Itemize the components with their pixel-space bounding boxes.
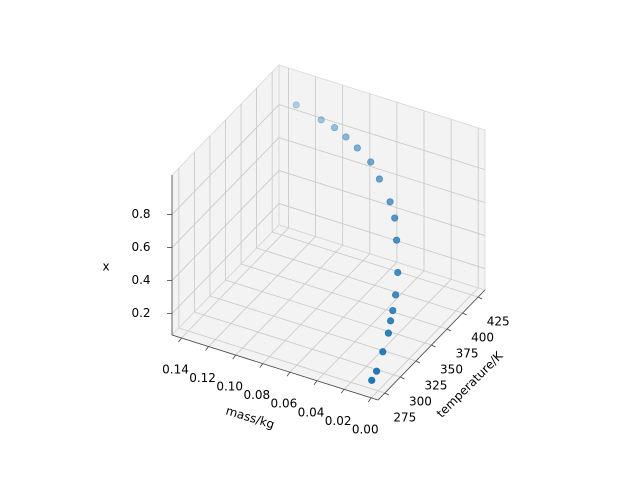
grid-line: [278, 203, 486, 269]
grid-line: [278, 170, 486, 236]
x-axis-label: mass/kg: [224, 403, 276, 431]
x-tick: [340, 389, 345, 394]
point: [391, 214, 399, 222]
x-tick: [259, 363, 264, 368]
x-tick: [313, 380, 318, 385]
y-tick-label: 275: [393, 410, 416, 424]
point: [342, 133, 350, 141]
y-tick: [400, 376, 405, 380]
grid-line: [225, 279, 432, 346]
x-tick-label: 0.14: [162, 362, 189, 376]
point: [368, 376, 376, 384]
y-tick: [384, 392, 390, 396]
x-tick-label: 0.04: [298, 405, 325, 419]
z-tick-label: 0.6: [131, 240, 150, 254]
point: [353, 144, 361, 152]
y-tick: [431, 344, 436, 348]
grid-line: [171, 203, 280, 314]
axis-line: [171, 334, 379, 401]
y-tick: [415, 360, 421, 364]
point: [317, 116, 325, 124]
point: [375, 175, 384, 183]
grid-line: [272, 231, 479, 298]
z-axis-label: x: [102, 260, 109, 274]
z-tick-label: 0.2: [131, 306, 150, 320]
grid-line: [256, 247, 463, 314]
grid-line: [240, 263, 448, 330]
x-tick-label: 0.06: [271, 397, 298, 411]
grid-line: [171, 104, 280, 215]
grid: [171, 67, 486, 399]
x-tick-label: 0.02: [325, 414, 352, 428]
points: [292, 101, 402, 384]
x-tick-label: 0.12: [189, 371, 216, 385]
z-tick-label: 0.8: [131, 207, 150, 221]
point: [367, 158, 375, 166]
point: [386, 198, 394, 206]
z-tick-label: 0.4: [131, 273, 150, 287]
x-tick: [232, 354, 237, 360]
point: [384, 329, 393, 337]
point: [392, 291, 400, 299]
point: [373, 367, 381, 375]
x-tick-label: 0.00: [352, 422, 379, 436]
x-tick: [178, 337, 182, 343]
x-tick: [286, 371, 291, 377]
point: [379, 348, 387, 356]
grid-line: [178, 327, 385, 394]
x-tick-label: 0.10: [216, 380, 243, 394]
y-tick-label: 400: [471, 331, 494, 345]
grid-line: [278, 137, 486, 203]
point: [386, 317, 395, 325]
y-tick: [462, 312, 467, 316]
y-tick: [446, 328, 452, 332]
y-tick-label: 375: [456, 347, 479, 361]
point: [330, 124, 339, 132]
x-tick-label: 0.08: [243, 388, 270, 402]
y-tick-label: 350: [440, 363, 463, 377]
axes: 0.140.120.100.080.060.040.020.00 275 300 32…: [131, 175, 510, 436]
x-tick: [205, 346, 209, 351]
point: [389, 306, 397, 315]
x-tick: [367, 397, 372, 403]
y-tick-label: 325: [424, 378, 447, 392]
y-tick-label: 300: [409, 394, 432, 408]
point: [392, 236, 401, 244]
grid-line: [171, 137, 280, 248]
grid-line: [171, 170, 280, 281]
grid-line: [194, 311, 401, 378]
y-tick: [477, 296, 483, 300]
point: [292, 101, 300, 109]
grid-line: [278, 104, 486, 170]
point: [394, 268, 402, 277]
y-tick-label: 425: [487, 315, 510, 329]
